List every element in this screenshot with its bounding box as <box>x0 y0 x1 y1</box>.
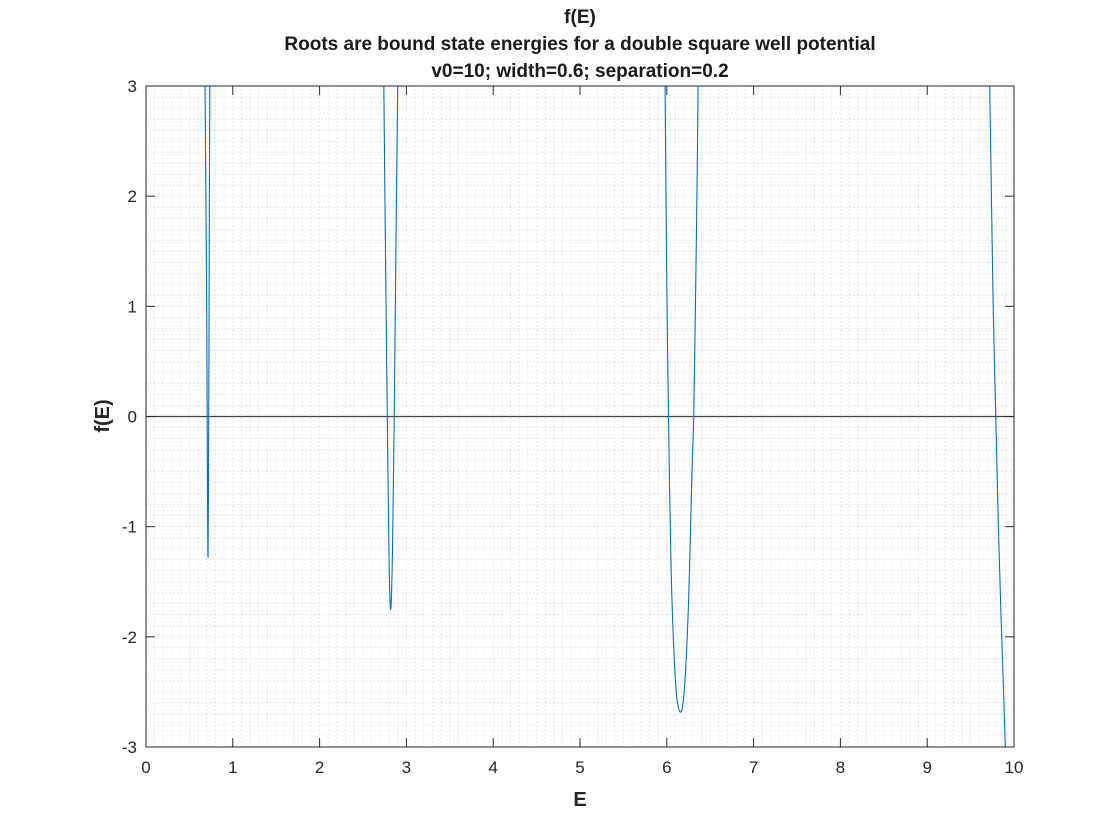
chart-subtitle: Roots are bound state energies for a dou… <box>284 34 875 55</box>
x-tick-label: 10 <box>1005 758 1024 777</box>
chart-parameters: v0=10; width=0.6; separation=0.2 <box>431 61 728 82</box>
series-group <box>204 85 1006 748</box>
y-tick-label: -3 <box>122 738 137 757</box>
y-tick-label: 1 <box>128 297 137 316</box>
grid <box>146 86 1014 747</box>
ticks: 0 1 2 3 4 5 6 7 8 9 10 -3 -2 -1 0 1 2 3 <box>122 77 1024 777</box>
x-tick-label: 9 <box>922 758 931 777</box>
x-tick-label: 8 <box>836 758 845 777</box>
series-line-segment-4 <box>989 85 1006 748</box>
x-tick-label: 6 <box>662 758 671 777</box>
x-tick-label: 2 <box>315 758 324 777</box>
chart-title: f(E) <box>564 7 596 28</box>
x-tick-label: 0 <box>141 758 150 777</box>
x-axis-label: E <box>573 789 586 811</box>
y-tick-label: 0 <box>128 408 137 427</box>
x-tick-label: 1 <box>228 758 237 777</box>
y-tick-label: -1 <box>122 518 137 537</box>
x-tick-label: 7 <box>749 758 758 777</box>
y-tick-label: 3 <box>128 77 137 96</box>
series-line-segment-3 <box>664 85 699 713</box>
x-tick-label: 3 <box>402 758 411 777</box>
y-tick-label: -2 <box>122 628 137 647</box>
series-line-segment-1 <box>204 85 211 558</box>
x-tick-label: 5 <box>575 758 584 777</box>
series-line-segment-2 <box>383 85 399 610</box>
y-tick-label: 2 <box>128 187 137 206</box>
x-tick-label: 4 <box>488 758 497 777</box>
y-axis-label: f(E) <box>92 399 114 432</box>
